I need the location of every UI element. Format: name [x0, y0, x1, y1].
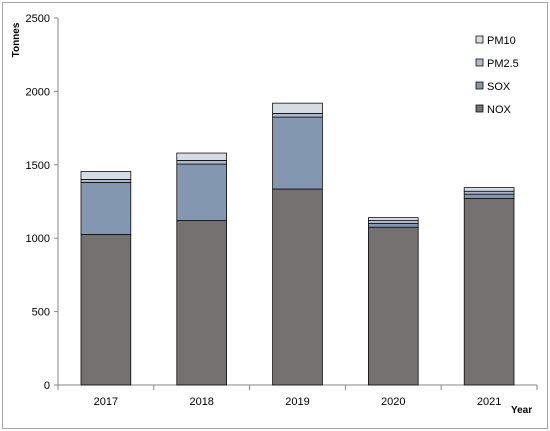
legend-swatch	[475, 104, 484, 113]
bar-segment-pm10-2019	[272, 102, 323, 114]
bar-segment-nox-2020	[368, 226, 419, 386]
bar-segment-pm10-2020	[368, 217, 419, 221]
bar-segment-nox-2017	[80, 234, 132, 386]
bar-segment-nox-2021	[463, 198, 515, 386]
x-axis-title: Year	[511, 405, 532, 416]
bar-segment-pm10-2018	[176, 152, 227, 161]
legend: PM10 PM2.5 SOX NOX	[475, 35, 519, 116]
bar-segment-sox-2018	[176, 163, 227, 221]
x-tick-label: 2017	[94, 396, 118, 408]
bar-segment-sox-2021	[463, 193, 515, 199]
x-tick-label: 2020	[381, 396, 405, 408]
legend-swatch	[475, 81, 484, 90]
bar-segment-pm25-2017	[80, 179, 132, 183]
bar-segment-pm25-2018	[176, 160, 227, 165]
bar-segment-sox-2017	[80, 182, 132, 235]
bar-segment-nox-2019	[272, 188, 323, 386]
legend-label: SOX	[487, 81, 511, 93]
y-tick-label: 1000	[26, 233, 50, 245]
y-axis-title: Tonnes	[11, 22, 22, 57]
bar-segment-nox-2018	[176, 220, 227, 386]
y-tick-label: 2500	[26, 13, 50, 25]
bar-segment-pm25-2019	[272, 113, 323, 118]
bar-segment-pm10-2017	[80, 171, 132, 180]
x-tick-label: 2021	[477, 396, 501, 408]
x-tick-label: 2018	[189, 396, 213, 408]
bar-segment-pm25-2021	[463, 190, 515, 195]
y-tick-label: 2000	[26, 86, 50, 98]
y-tick-label: 1500	[26, 160, 50, 172]
legend-label: PM10	[487, 35, 516, 47]
bar-segment-sox-2020	[368, 223, 419, 228]
y-tick-label: 0	[44, 380, 50, 392]
legend-label: PM2.5	[487, 58, 519, 70]
x-axis-ticks: 2017 2018 2019 2020 2021	[57, 385, 538, 408]
bars	[80, 102, 515, 386]
legend-swatch	[475, 58, 484, 67]
bar-segment-pm10-2021	[463, 187, 515, 192]
y-axis-ticks: 0 500 1000 1500 2000 2500	[26, 13, 58, 392]
x-tick-label: 2019	[285, 396, 309, 408]
y-tick-label: 500	[32, 307, 50, 319]
legend-label: NOX	[487, 104, 512, 116]
bar-segment-sox-2019	[272, 116, 323, 190]
legend-swatch	[475, 35, 484, 44]
bar-segment-pm25-2020	[368, 220, 419, 224]
